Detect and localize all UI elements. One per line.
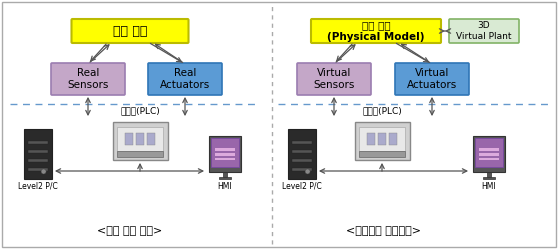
Text: Level2 P/C: Level2 P/C (282, 182, 322, 190)
Bar (359, 127, 405, 151)
Bar (215, 153, 234, 156)
FancyBboxPatch shape (148, 63, 222, 95)
Bar (209, 136, 241, 172)
Bar (288, 129, 316, 179)
Bar (24, 129, 52, 179)
Bar (211, 138, 239, 167)
Bar (479, 148, 499, 151)
FancyBboxPatch shape (395, 63, 469, 95)
Bar (292, 159, 312, 162)
FancyBboxPatch shape (297, 63, 371, 95)
Text: <가상설비 제어환경>: <가상설비 제어환경> (347, 226, 421, 236)
Text: 가상 설비
(Physical Model): 가상 설비 (Physical Model) (327, 20, 425, 42)
Bar (117, 127, 163, 151)
Text: Real
Sensors: Real Sensors (68, 68, 109, 90)
Bar (359, 151, 405, 157)
Text: Virtual
Actuators: Virtual Actuators (407, 68, 457, 90)
Text: 3D
Virtual Plant: 3D Virtual Plant (456, 21, 512, 41)
Circle shape (305, 169, 310, 174)
Bar (147, 133, 155, 145)
Text: HMI: HMI (218, 182, 232, 190)
Bar (113, 122, 167, 160)
Bar (28, 168, 48, 171)
FancyBboxPatch shape (51, 63, 125, 95)
Bar (28, 140, 48, 143)
Bar (124, 133, 133, 145)
Bar (473, 136, 505, 172)
Bar (223, 172, 228, 177)
Bar (479, 158, 499, 160)
Bar (292, 168, 312, 171)
Bar (292, 150, 312, 153)
Bar (28, 159, 48, 162)
Bar (487, 172, 492, 177)
Bar (388, 133, 397, 145)
FancyBboxPatch shape (71, 19, 189, 43)
Bar (475, 138, 503, 167)
Text: <실제 제어 환경>: <실제 제어 환경> (98, 226, 162, 236)
Bar (215, 148, 234, 151)
Text: 제어기(PLC): 제어기(PLC) (362, 107, 402, 116)
Text: Real
Actuators: Real Actuators (160, 68, 210, 90)
FancyBboxPatch shape (311, 19, 441, 43)
Bar (479, 153, 499, 156)
Bar (354, 122, 410, 160)
Bar (367, 133, 375, 145)
Circle shape (41, 169, 46, 174)
Bar (28, 150, 48, 153)
Text: Virtual
Sensors: Virtual Sensors (313, 68, 355, 90)
Text: 제어기(PLC): 제어기(PLC) (120, 107, 160, 116)
Text: HMI: HMI (482, 182, 496, 190)
FancyBboxPatch shape (449, 19, 519, 43)
Bar (483, 177, 496, 179)
Bar (219, 177, 232, 179)
Bar (292, 140, 312, 143)
Bar (215, 158, 234, 160)
Bar (117, 151, 163, 157)
Text: Level2 P/C: Level2 P/C (18, 182, 58, 190)
Text: 실제 설비: 실제 설비 (113, 24, 147, 38)
Bar (136, 133, 144, 145)
Bar (378, 133, 386, 145)
